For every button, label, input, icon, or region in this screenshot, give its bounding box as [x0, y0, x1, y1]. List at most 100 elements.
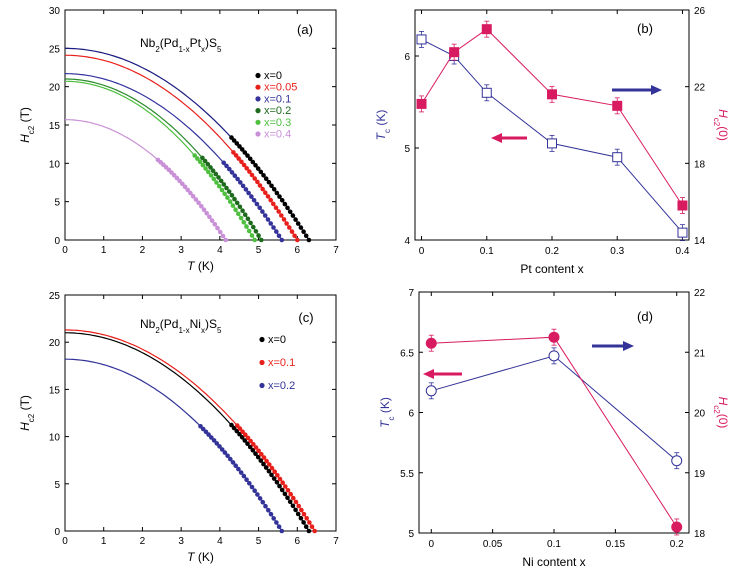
data-point: [192, 153, 197, 158]
data-point: [251, 224, 256, 230]
data-point: [224, 185, 229, 191]
plot-frame: [418, 291, 690, 534]
data-point: [233, 153, 239, 158]
y-tick-label: 5: [54, 480, 60, 491]
legend-marker: [255, 96, 261, 102]
data-point: [229, 422, 234, 428]
data-point: [548, 331, 560, 343]
data-point: [416, 34, 427, 45]
data-point: [244, 477, 249, 483]
data-point: [256, 233, 261, 238]
data-point: [258, 169, 264, 175]
series-line-Hc2(0): [431, 336, 678, 528]
data-point: [243, 187, 249, 192]
panel-label: (d): [637, 309, 653, 324]
x-tick-label: 3: [178, 245, 184, 256]
data-point: [231, 425, 237, 431]
data-point: [279, 487, 285, 493]
data-point: [279, 528, 285, 534]
data-point: [251, 442, 256, 447]
fit-curve-x=0.2: [65, 78, 262, 241]
y-tick-label: 15: [49, 121, 61, 132]
data-point: [247, 169, 252, 174]
data-point: [228, 456, 233, 462]
data-point: [237, 144, 242, 149]
data-point: [301, 511, 307, 517]
x-axis-label: T (K): [187, 550, 214, 564]
data-point: [259, 237, 264, 243]
data-point: [257, 205, 263, 211]
data-point: [264, 458, 269, 464]
data-point: [612, 152, 623, 163]
data-point: [285, 205, 290, 211]
data-point: [241, 473, 247, 479]
data-point: [204, 211, 209, 216]
x-tick-label: 0.1: [547, 539, 561, 550]
legend-marker: [259, 382, 265, 389]
data-point: [245, 441, 250, 447]
fit-curve-x=0.4: [64, 119, 227, 241]
data-point: [220, 233, 226, 239]
data-point: [209, 435, 214, 440]
data-point: [257, 183, 263, 188]
y-tick-label-right: 26: [694, 6, 706, 17]
data-point: [481, 87, 492, 98]
data-point: [293, 507, 298, 513]
data-point: [235, 423, 240, 428]
data-point: [671, 455, 683, 467]
data-point: [271, 476, 277, 481]
y-axis-label-left: Tc (K): [374, 110, 392, 141]
y-tick-label-right: 18: [694, 159, 706, 170]
data-point: [275, 473, 280, 478]
panel-label: (a): [297, 22, 313, 37]
data-point: [202, 158, 208, 164]
x-tick-label: 0.1: [480, 246, 494, 257]
data-point: [253, 229, 259, 234]
data-point: [266, 179, 272, 185]
data-point: [260, 499, 266, 505]
data-point: [249, 172, 255, 178]
data-point: [248, 438, 253, 444]
data-point: [298, 515, 304, 521]
y-tick-label-right: 21: [694, 348, 706, 359]
data-point: [295, 237, 300, 243]
data-point: [295, 511, 301, 517]
data-point: [217, 444, 222, 449]
data-point: [230, 203, 236, 208]
data-point: [206, 432, 211, 437]
data-point: [241, 162, 247, 168]
y-tick-label-right: 19: [694, 469, 706, 480]
data-point: [246, 228, 252, 234]
data-point: [233, 207, 238, 212]
legend-label: x=0.05: [264, 82, 297, 94]
data-point: [257, 496, 263, 501]
data-point: [244, 166, 249, 171]
data-point: [211, 438, 217, 443]
data-point: [288, 491, 294, 497]
data-point: [284, 221, 289, 226]
data-point: [263, 503, 268, 509]
data-point: [203, 166, 208, 171]
data-point: [245, 216, 251, 222]
data-point: [231, 150, 236, 155]
data-point: [240, 183, 246, 189]
data-point: [281, 217, 287, 222]
data-point: [274, 229, 279, 234]
data-point: [237, 431, 242, 437]
data-point: [296, 503, 302, 509]
data-point: [238, 470, 244, 475]
data-point: [290, 213, 296, 218]
data-point: [425, 385, 437, 397]
data-point: [304, 516, 310, 521]
data-point: [239, 159, 244, 165]
y-axis-label-right: Hc2(0): [713, 109, 731, 141]
y-tick-label-left: 7: [408, 288, 414, 299]
data-point: [276, 524, 282, 529]
axis-arrow-head: [651, 85, 662, 95]
y-tick-label: 25: [49, 291, 61, 302]
data-point: [252, 176, 257, 181]
data-point: [242, 438, 248, 443]
data-point: [238, 180, 243, 185]
x-tick-label: 0.4: [676, 246, 690, 257]
data-point: [298, 225, 304, 230]
